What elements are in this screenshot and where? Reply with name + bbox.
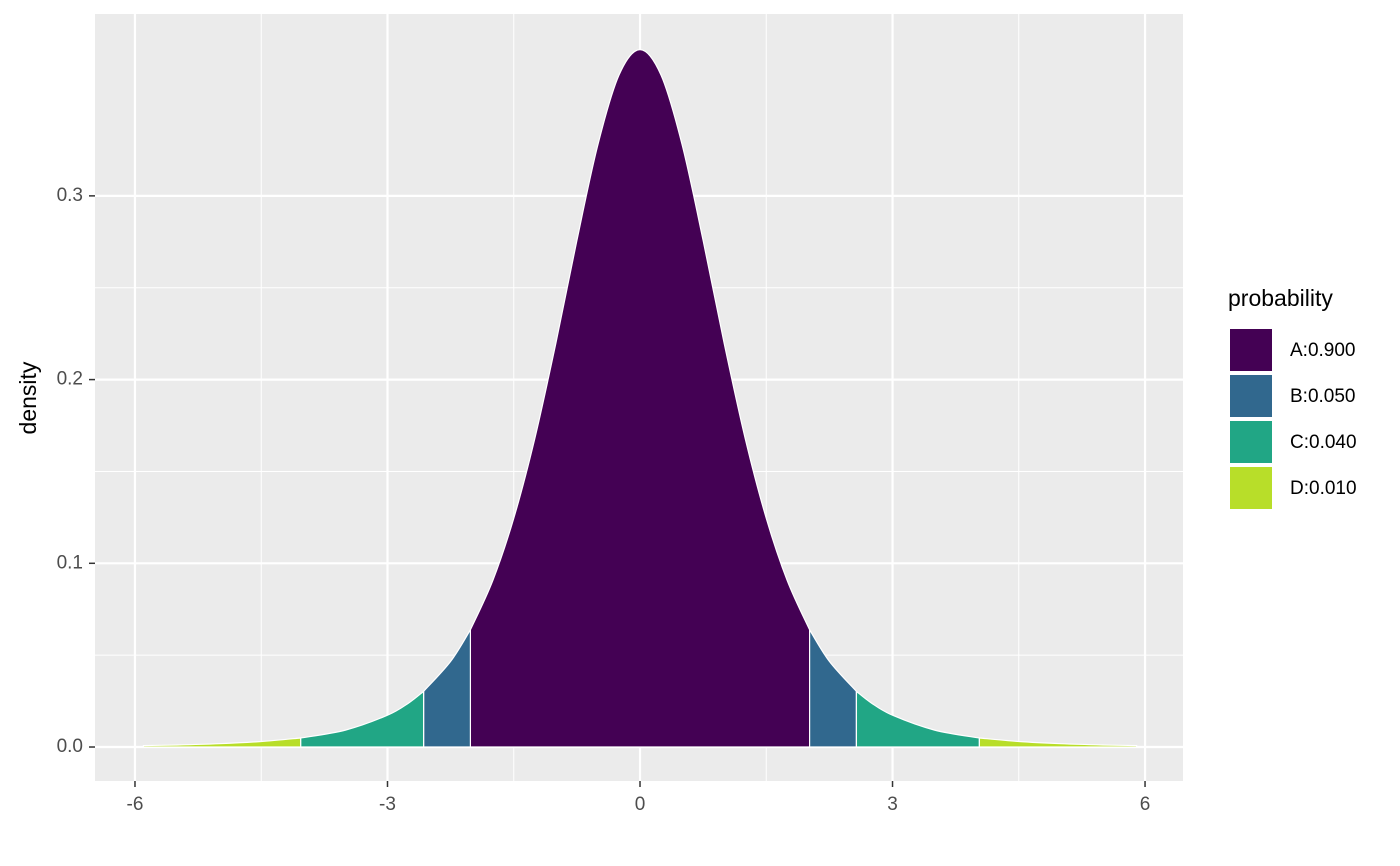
area [300, 690, 980, 748]
areas [142, 49, 1138, 748]
y-tick-label: 0.3 [57, 185, 83, 206]
legend-label: C:0.040 [1290, 432, 1357, 453]
legend-label: D:0.010 [1290, 478, 1357, 499]
area [142, 737, 1138, 748]
y-tick-label: 0.0 [57, 736, 83, 757]
area [469, 49, 811, 748]
x-tick-label: 6 [1140, 794, 1151, 815]
legend-key [1228, 327, 1274, 373]
legend-title: probability [1228, 285, 1333, 311]
legend-label: A:0.900 [1290, 340, 1356, 361]
y-tick-label: 0.2 [57, 369, 83, 390]
legend-key [1228, 419, 1274, 465]
legend-key [1228, 373, 1274, 419]
x-tick-label: 3 [887, 794, 898, 815]
legend-key [1228, 465, 1274, 511]
y-axis-label: density [15, 361, 41, 434]
x-tick-label: 0 [635, 794, 646, 815]
legend-label: B:0.050 [1290, 386, 1356, 407]
y-tick-label: 0.1 [57, 552, 83, 573]
x-tick-label: -6 [127, 794, 144, 815]
x-tick-label: -3 [379, 794, 396, 815]
